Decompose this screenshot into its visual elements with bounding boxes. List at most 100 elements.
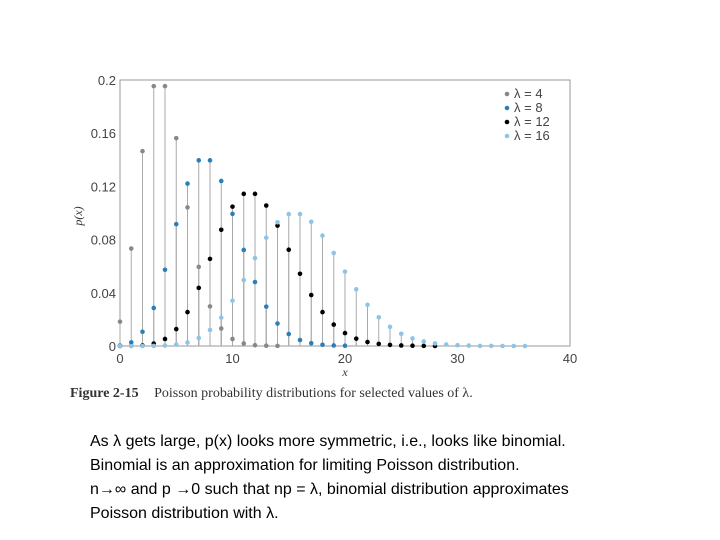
data-point (196, 158, 202, 163)
data-point (455, 342, 460, 348)
data-point (151, 83, 157, 89)
y-tick-label: 0.2 (98, 73, 116, 88)
note-line: n→∞ and p →0 such that np = λ, binomial … (90, 481, 569, 498)
legend-marker (504, 133, 510, 139)
data-point (511, 343, 517, 349)
data-point (196, 264, 202, 270)
data-point (308, 340, 314, 346)
data-point (162, 83, 168, 89)
data-point (218, 326, 224, 331)
legend-label: λ = 12 (514, 114, 550, 129)
data-point (466, 343, 472, 348)
data-point (342, 330, 348, 336)
data-point (140, 329, 145, 335)
data-point (207, 256, 213, 262)
data-point (252, 342, 258, 348)
data-point (117, 343, 123, 349)
data-point (365, 302, 370, 308)
y-tick-labels: 0 0.04 0.08 0.12 0.16 0.2 (91, 73, 116, 354)
data-point (275, 321, 280, 326)
note-line: Poisson distribution with λ. (90, 505, 279, 522)
data-point (218, 227, 224, 233)
data-point (398, 343, 404, 348)
data-point (275, 223, 280, 228)
data-point (410, 343, 415, 349)
x-tick-label: 10 (225, 351, 239, 366)
data-point (128, 343, 134, 349)
data-point (342, 343, 348, 349)
data-point (443, 342, 449, 347)
data-point (263, 203, 269, 208)
data-point (275, 220, 280, 225)
x-tick-label: 40 (563, 351, 577, 366)
data-point (230, 336, 235, 342)
data-point (263, 235, 269, 241)
data-point (263, 304, 269, 309)
data-point (207, 304, 213, 309)
data-point (297, 337, 303, 343)
data-point (252, 191, 258, 197)
legend: λ = 4λ = 8λ = 12λ = 16 (504, 86, 550, 143)
y-axis-label: p(x) (71, 206, 85, 226)
data-point (286, 211, 292, 217)
data-point (173, 221, 179, 227)
data-point (320, 309, 325, 315)
data-point (376, 314, 382, 320)
data-point (252, 279, 258, 285)
data-point (522, 343, 528, 349)
figure-caption: Figure 2-15 Poisson probability distribu… (70, 386, 473, 402)
data-point (365, 339, 370, 345)
y-tick-label: 0.12 (91, 179, 116, 194)
legend-label: λ = 8 (514, 100, 543, 115)
data-point (398, 331, 404, 337)
data-point (387, 324, 393, 330)
data-points (117, 83, 528, 349)
data-point (432, 341, 438, 346)
data-point (387, 342, 393, 348)
data-point (331, 250, 337, 256)
data-point (207, 327, 213, 333)
data-point (353, 336, 359, 341)
data-point (207, 158, 213, 163)
x-tick-label: 30 (450, 351, 464, 366)
data-point (140, 343, 145, 349)
data-point (477, 343, 483, 349)
data-point (162, 336, 168, 342)
data-point (230, 204, 235, 209)
data-point (185, 205, 190, 210)
legend-marker (504, 119, 510, 125)
data-point (173, 342, 179, 347)
data-point (263, 343, 269, 349)
data-point (320, 233, 325, 238)
data-point (185, 181, 190, 186)
data-point (128, 340, 134, 345)
data-point (421, 339, 427, 344)
data-point (331, 343, 337, 348)
data-point (286, 331, 292, 337)
data-point (488, 343, 494, 349)
data-point (196, 335, 202, 341)
data-point (185, 309, 190, 315)
data-point (151, 305, 157, 311)
legend-label: λ = 4 (514, 86, 543, 101)
data-point (320, 342, 325, 348)
y-tick-label: 0.16 (91, 126, 116, 141)
legend-marker (504, 105, 510, 111)
x-tick-label: 0 (116, 351, 123, 366)
data-point (241, 341, 247, 346)
figure-label: Figure 2-15 (70, 386, 139, 401)
data-point (230, 298, 235, 303)
data-point (376, 341, 382, 347)
data-point (230, 211, 235, 217)
data-point (185, 340, 190, 345)
x-tick-labels: 0 10 20 30 40 (116, 351, 577, 366)
figure-caption-text: Poisson probability distributions for se… (154, 386, 473, 401)
note-line: As λ gets large, p(x) looks more symmetr… (90, 433, 566, 450)
data-point (162, 343, 168, 348)
x-tick-label: 20 (338, 351, 352, 366)
data-point (252, 255, 258, 261)
data-point (173, 135, 179, 141)
data-point (128, 246, 134, 251)
note-line: Binomial is an approximation for limitin… (90, 457, 520, 474)
data-point (151, 343, 157, 349)
